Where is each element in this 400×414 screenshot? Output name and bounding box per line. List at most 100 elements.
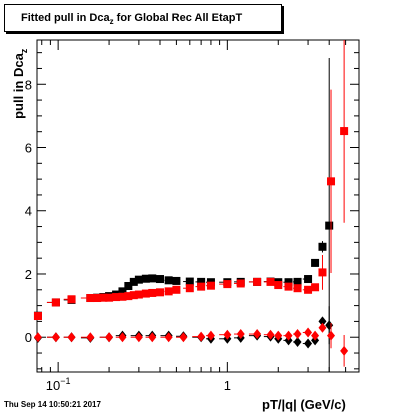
data-point-square [134,275,143,284]
data-point-square [124,292,133,301]
data-point-square [304,275,313,284]
data-point-diamond [293,336,302,347]
x-tick-label-base: 1 [224,378,231,393]
data-point-square [129,277,138,286]
data-point-diamond [206,330,215,341]
data-point-diamond [197,331,206,342]
data-point-square [86,294,95,303]
data-point-diamond [253,329,262,340]
data-point-square [311,283,320,292]
data-point-square [274,281,283,290]
data-point-diamond [266,329,275,340]
series-group [33,40,349,321]
data-point-diamond [67,332,76,343]
data-point-diamond [164,332,173,343]
data-point-square [172,276,181,285]
data-point-square [141,289,150,298]
data-point-square [105,293,114,302]
data-point-square [185,277,194,286]
chart-title-suffix: for Global Rec All EtapT [113,12,243,24]
data-point-diamond [118,332,127,343]
data-point-diamond [179,332,188,343]
data-point-square [311,258,320,267]
data-marks [33,40,349,372]
y-tick-label: 8 [25,77,32,92]
data-point-square [148,274,157,283]
axes: 0 2 4 6 8 10−1 1 [25,40,360,393]
data-point-square [129,291,138,300]
data-point-square [148,288,157,297]
data-point-diamond [236,329,245,340]
data-point-square [164,276,173,285]
data-point-square [325,221,334,230]
x-tick-label: 10−1 [46,376,71,393]
x-tick-label: 1 [224,378,231,393]
y-tick-label: 2 [25,267,32,282]
chart-title-prefix: Fitted pull in Dca [21,12,110,24]
data-point-square [156,288,165,297]
y-tick-label: 6 [25,141,32,156]
data-point-square [33,312,42,321]
data-point-square [327,177,336,186]
data-point-diamond [223,329,232,340]
data-point-square [118,292,127,301]
data-point-diamond [311,330,320,341]
data-point-square [236,279,245,288]
data-point-square [318,242,327,251]
data-point-square [304,285,313,294]
series-group [33,58,334,372]
y-tick-label: 4 [25,204,32,219]
chart-title-sub: z [109,17,114,27]
data-point-diamond [327,330,336,341]
y-tick-label: 0 [25,330,32,345]
data-point-square [67,295,76,304]
plot-frame [36,39,360,373]
data-point-diamond [318,316,327,327]
data-point-square [197,282,206,291]
data-point-diamond [86,332,95,343]
data-point-square [266,277,275,286]
data-point-square [51,298,60,307]
data-point-square [284,278,293,287]
data-point-diamond [33,332,42,343]
data-point-square [284,282,293,291]
data-point-diamond [304,327,313,338]
data-point-diamond [105,332,114,343]
chart-title: Fitted pull in Dcaz for Global Rec All E… [21,12,242,26]
y-axis-label-text: pull in Dca [11,53,27,119]
data-point-square [118,287,127,296]
data-point-diamond [304,338,313,349]
timestamp: Thu Sep 14 10:50:21 2017 [4,400,101,409]
data-point-diamond [134,332,143,343]
data-point-diamond [325,320,334,331]
data-point-diamond [293,329,302,340]
data-point-square [293,284,302,293]
data-point-square [223,280,232,289]
data-point-diamond [284,330,293,341]
data-point-square [156,275,165,284]
data-point-square [293,277,302,286]
title-box: Fitted pull in Dcaz for Global Rec All E… [4,4,282,32]
data-point-square [197,277,206,286]
data-point-square [253,277,262,286]
data-point-square [141,274,150,283]
data-point-square [99,293,108,302]
data-point-diamond [148,332,157,343]
data-point-diamond [274,330,283,341]
y-axis-label-sub: z [18,48,29,54]
y-axis-label: pull in Dcaz [11,24,29,144]
data-point-diamond [51,332,60,343]
data-point-square [164,287,173,296]
x-tick-label-exponent: −1 [60,376,70,386]
data-point-square [93,294,102,303]
data-point-square [134,290,143,299]
series-group [33,306,334,349]
data-point-square [124,281,133,290]
data-point-diamond [318,322,327,333]
data-point-square [185,284,194,293]
x-tick-label-base: 10 [46,378,60,393]
data-point-square [318,268,327,277]
data-point-square [340,127,349,136]
x-axis-label: pT/|q| (GeV/c) [262,397,346,412]
